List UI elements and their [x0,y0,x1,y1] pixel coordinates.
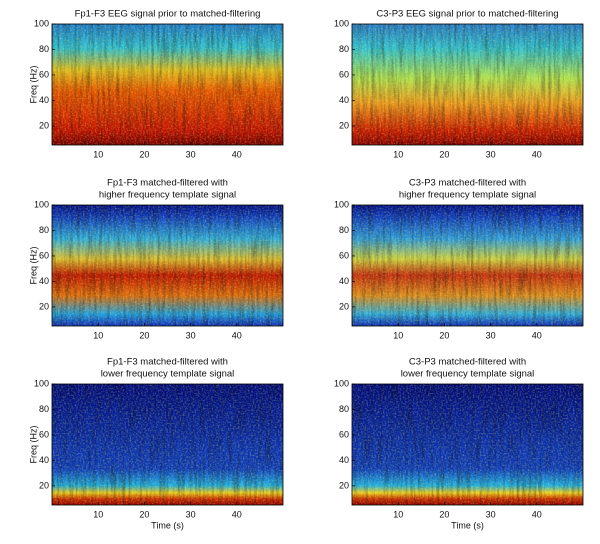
y-tick-label: 80 [339,404,349,414]
x-tick-label: 40 [232,330,242,340]
panel-title: Fp1-F3 EEG signal prior to matched-filte… [75,9,261,20]
panel-title: C3-P3 matched-filtered with [409,357,526,368]
y-tick-label: 80 [39,404,49,414]
y-tick-label: 100 [334,199,349,209]
spectrogram-speckle [52,24,283,145]
y-tick-label: 40 [39,276,49,286]
x-tick-label: 20 [439,149,449,159]
x-tick-label: 10 [393,330,403,340]
panel-title: higher frequency template signal [399,190,536,201]
spectrogram-speckle [52,205,283,326]
panel-title: lower frequency template signal [401,369,535,380]
axes-frame [51,383,284,506]
y-tick-label: 20 [339,480,349,490]
y-tick-label: 100 [334,18,349,28]
x-tick-label: 40 [532,509,542,519]
y-tick-label: 60 [339,250,349,260]
y-axis-label: Freq (Hz) [28,425,38,463]
x-tick-label: 10 [393,149,403,159]
x-tick-label: 10 [93,330,103,340]
y-tick-label: 60 [39,429,49,439]
y-tick-label: 60 [39,250,49,260]
axes-frame [351,383,584,506]
y-tick-label: 60 [339,69,349,79]
x-tick-label: 10 [393,509,403,519]
x-tick-label: 10 [93,509,103,519]
x-tick-label: 20 [139,330,149,340]
panel-title: C3-P3 EEG signal prior to matched-filter… [376,9,558,20]
panel-title: Fp1-F3 matched-filtered with [107,178,228,189]
y-tick-label: 60 [39,69,49,79]
x-tick-label: 30 [486,509,496,519]
panel: 20 40 60 80 100 10 20 30 40 C3-P3 matched-filtere… [334,357,584,530]
panel-title: lower frequency template signal [101,369,235,380]
x-tick-label: 30 [186,509,196,519]
x-axis-label: Time (s) [451,520,484,530]
y-tick-label: 40 [339,95,349,105]
y-axis-label: Freq (Hz) [28,65,38,103]
y-tick-label: 20 [39,480,49,490]
x-tick-label: 20 [439,509,449,519]
y-tick-label: 60 [339,429,349,439]
y-tick-label: 80 [39,225,49,235]
y-axis-label: Freq (Hz) [28,246,38,284]
panel: 20 40 60 80 100 10 20 30 40 C3-P3 matched-filtere… [334,178,584,340]
panel-title: C3-P3 matched-filtered with [409,178,526,189]
y-tick-label: 100 [34,18,49,28]
y-tick-label: 20 [39,301,49,311]
spectrogram-speckle [352,24,583,145]
y-tick-label: 40 [339,276,349,286]
x-tick-label: 30 [486,149,496,159]
x-tick-label: 30 [186,330,196,340]
spectrogram-speckle [352,205,583,326]
y-tick-label: 40 [339,455,349,465]
y-tick-label: 100 [34,199,49,209]
y-tick-label: 20 [339,301,349,311]
panel-title: higher frequency template signal [99,190,236,201]
x-tick-label: 20 [139,149,149,159]
x-axis-label: Time (s) [151,520,184,530]
y-tick-label: 20 [339,120,349,130]
axes-frame [351,204,584,327]
y-tick-label: 80 [339,44,349,54]
x-tick-label: 20 [439,330,449,340]
x-tick-label: 40 [532,149,542,159]
axes-frame [51,204,284,327]
panel: 20 40 60 80 100 10 20 30 40 C3-P3 EEG signal prio… [334,9,584,159]
panel: 20 40 60 80 100 10 20 30 40 Fp1-F3 matched-filter… [28,178,284,340]
x-tick-label: 40 [232,149,242,159]
axes-frame [351,23,584,146]
y-tick-label: 80 [339,225,349,235]
panel: 20 40 60 80 100 10 20 30 40 Fp1-F3 EEG signal pri… [28,9,284,159]
x-tick-label: 40 [532,330,542,340]
y-tick-label: 20 [39,120,49,130]
x-tick-label: 10 [93,149,103,159]
spectrogram-speckle [52,384,283,505]
panel-title: Fp1-F3 matched-filtered with [107,357,228,368]
x-tick-label: 20 [139,509,149,519]
x-tick-label: 30 [486,330,496,340]
y-tick-label: 100 [34,378,49,388]
panel: 20 40 60 80 100 10 20 30 40 Fp1-F3 matched-filter… [28,357,284,530]
x-tick-label: 30 [186,149,196,159]
axes-frame [51,23,284,146]
y-tick-label: 80 [39,44,49,54]
y-tick-label: 40 [39,455,49,465]
x-tick-label: 40 [232,509,242,519]
spectrogram-speckle [352,384,583,505]
y-tick-label: 100 [334,378,349,388]
y-tick-label: 40 [39,95,49,105]
